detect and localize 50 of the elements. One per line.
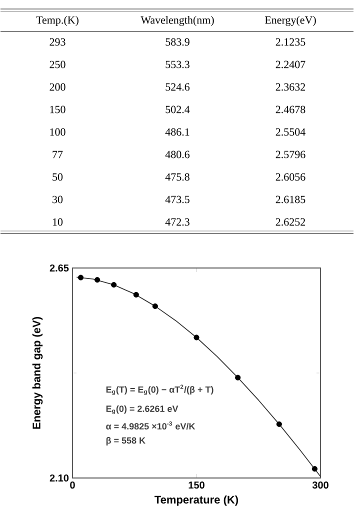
text: Energy(eV) (264, 16, 316, 26)
y-tick-label: 2.10 (50, 474, 69, 482)
text: 2.2407 (276, 60, 306, 68)
text: 77 (52, 150, 63, 158)
text: 100 (50, 128, 66, 136)
text: 50 (52, 173, 63, 181)
text: 2.6185 (276, 196, 306, 204)
point (235, 374, 241, 380)
text: 2.3632 (276, 83, 306, 91)
text: 250 (50, 60, 66, 68)
text: 553.3 (166, 60, 190, 68)
text: Temp.(K) (36, 16, 78, 26)
text: 480.6 (165, 150, 190, 158)
annotation: E$_{g}$(T) = E$_{g}$(0) − αT$^{2}$/(β + T) (106, 384, 214, 395)
annotation: β = 558 K (106, 437, 146, 446)
x-tick-label: 0 (70, 482, 75, 489)
text: 473.5 (165, 196, 190, 204)
text: Wavelength(nm) (140, 16, 214, 26)
point (152, 303, 158, 309)
text: 30 (52, 196, 63, 204)
point (78, 274, 84, 280)
text: 2.5796 (276, 150, 306, 158)
text: 2.1235 (276, 38, 306, 46)
text: 486.1 (165, 128, 190, 136)
text: 583.9 (166, 38, 190, 46)
text: 10 (52, 218, 63, 226)
text: 2.4678 (276, 106, 306, 114)
text: 293 (50, 38, 66, 46)
annotation: α = 4.9825 ×10$^{-3}$ eV/K (106, 421, 196, 430)
text: 2.5504 (276, 128, 306, 136)
x-axis-title: Temperature (K) (154, 496, 238, 506)
y-tick-label: 2.65 (50, 264, 69, 272)
x-tick-label: 300 (312, 482, 328, 489)
x-tick-label: 150 (188, 482, 204, 489)
text: 2.6252 (276, 218, 306, 226)
y-axis-title: Energy band gap (eV) (32, 317, 43, 429)
text: 472.3 (165, 218, 190, 226)
point (194, 334, 200, 340)
text: 502.4 (166, 106, 190, 114)
text: 2.6056 (276, 173, 306, 181)
annotation: E$_{g}$(0) = 2.6261 eV (106, 405, 178, 414)
point (133, 292, 139, 298)
point (276, 421, 282, 427)
point (111, 282, 117, 288)
text: 150 (50, 106, 66, 114)
point (94, 277, 100, 283)
point (312, 466, 318, 472)
text: 475.8 (165, 173, 190, 181)
text: 200 (50, 83, 66, 91)
text: 524.6 (166, 83, 190, 91)
